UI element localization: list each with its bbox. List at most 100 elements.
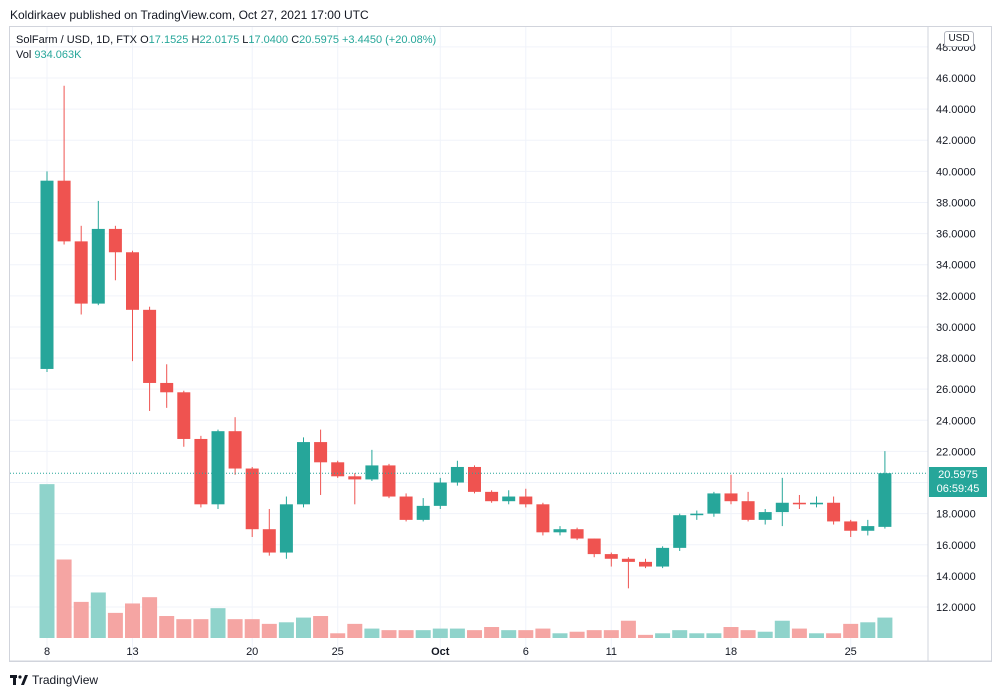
- candle-body: [639, 561, 652, 567]
- volume-bar: [364, 628, 380, 638]
- candle-body: [519, 496, 533, 505]
- low-value: 17.0400: [248, 34, 289, 46]
- volume-bar: [638, 634, 653, 638]
- candle-body: [741, 501, 755, 520]
- candle-body: [844, 521, 858, 531]
- volume-bar: [757, 631, 773, 638]
- volume-bar: [107, 612, 123, 638]
- candle-body: [365, 465, 379, 480]
- price-tick-label: 46.0000: [936, 73, 976, 85]
- candle-body: [348, 476, 362, 480]
- candle-body: [861, 526, 875, 531]
- candle-body: [382, 465, 396, 497]
- volume-legend: Vol 934.063K: [16, 49, 81, 61]
- candle-body: [433, 482, 447, 506]
- volume-bar: [398, 630, 414, 638]
- time-tick-label: 18: [725, 646, 737, 658]
- volume-bar: [73, 601, 89, 638]
- candle-body: [690, 513, 704, 516]
- candle-body: [775, 502, 789, 513]
- price-tick-label: 28.0000: [936, 353, 976, 365]
- volume-bar: [296, 617, 311, 638]
- candle-body: [878, 473, 892, 527]
- open-label: O: [140, 34, 149, 46]
- price-tick-label: 40.0000: [936, 166, 976, 178]
- candle-body: [74, 241, 88, 304]
- candle-body: [604, 554, 618, 559]
- price-tick-label: 16.0000: [936, 540, 976, 552]
- candle-body: [587, 538, 601, 555]
- candle-body: [228, 431, 242, 469]
- candle-body: [262, 529, 276, 553]
- volume-bar: [860, 622, 876, 638]
- volume-bar: [467, 630, 482, 638]
- candle-body: [211, 431, 225, 505]
- time-tick-label: 25: [332, 646, 344, 658]
- volume-bar: [518, 630, 534, 638]
- candle-body: [279, 504, 293, 553]
- currency-button[interactable]: USD: [944, 31, 974, 47]
- volume-bar: [723, 627, 739, 638]
- countdown-value: 06:59:45: [936, 483, 980, 495]
- price-tick-label: 26.0000: [936, 384, 976, 396]
- candles: [40, 85, 892, 589]
- price-tick-label: 36.0000: [936, 229, 976, 241]
- volume-bar: [501, 630, 517, 638]
- high-value: 22.0175: [199, 34, 240, 46]
- time-tick-label: 6: [523, 646, 529, 658]
- volume-bar: [603, 630, 619, 638]
- volume-bar: [449, 628, 465, 638]
- volume-bar: [90, 592, 106, 638]
- candle-body: [245, 468, 259, 530]
- price-tick-label: 12.0000: [936, 602, 976, 614]
- time-axis: 8 13 20 25 Oct 6 11 18 25: [10, 646, 991, 662]
- volume-bars: [39, 484, 893, 638]
- candle-body: [536, 504, 550, 533]
- candle-body: [810, 502, 823, 505]
- volume-bar: [261, 623, 277, 638]
- volume-bar: [672, 630, 688, 638]
- candle-body: [621, 558, 635, 562]
- candle-body: [57, 180, 71, 242]
- volume-bar: [381, 630, 397, 638]
- volume-bar: [791, 628, 807, 638]
- candle-body: [656, 547, 670, 567]
- candle-body: [553, 529, 567, 533]
- price-tick-label: 30.0000: [936, 322, 976, 334]
- open-value: 17.1525: [148, 34, 189, 46]
- volume-bar: [535, 628, 551, 638]
- candle-body: [108, 228, 122, 253]
- price-tick-label: 34.0000: [936, 260, 976, 272]
- tradingview-logo-icon: [10, 674, 28, 686]
- volume-value: 934.063K: [34, 49, 82, 61]
- price-tick-label: 18.0000: [936, 509, 976, 521]
- volume-bar: [313, 616, 329, 638]
- candle-body: [570, 529, 584, 539]
- price-tick-label: 24.0000: [936, 415, 976, 427]
- volume-bar: [193, 619, 209, 638]
- volume-label: Vol: [16, 49, 32, 61]
- volume-bar: [432, 628, 448, 638]
- candle-body: [673, 515, 687, 548]
- candle-body: [468, 466, 481, 492]
- volume-bar: [809, 633, 824, 638]
- time-tick-label: 20: [246, 646, 258, 658]
- time-tick-label: 13: [126, 646, 138, 658]
- volume-bar: [159, 616, 175, 638]
- footer-brand[interactable]: TradingView: [10, 673, 98, 687]
- candle-body: [194, 438, 208, 505]
- price-tick-label: 22.0000: [936, 446, 976, 458]
- volume-bar: [620, 620, 636, 638]
- volume-bar: [125, 603, 140, 638]
- price-tick-label: 32.0000: [936, 291, 976, 303]
- volume-bar: [843, 623, 859, 638]
- symbol-name: SolFarm / USD, 1D, FTX: [16, 34, 138, 46]
- volume-bar: [740, 630, 756, 638]
- candle-body: [331, 462, 345, 477]
- volume-bar: [415, 630, 431, 638]
- volume-bar: [484, 627, 500, 638]
- candle-body: [126, 252, 139, 310]
- candle-body: [827, 502, 841, 522]
- candle-body: [707, 493, 721, 514]
